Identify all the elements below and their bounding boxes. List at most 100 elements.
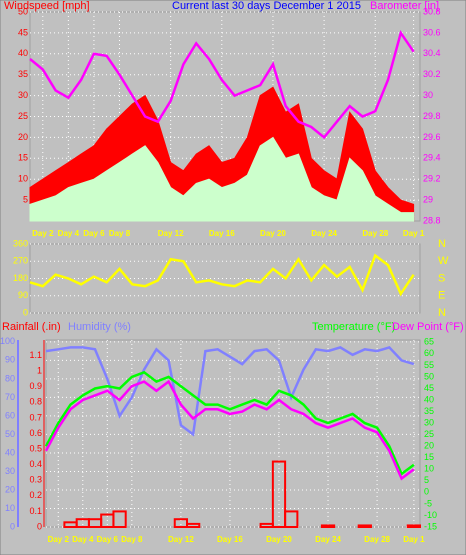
y-tick-label: 80 — [5, 373, 15, 383]
y-tick-label: 50 — [18, 6, 28, 16]
wind-area — [29, 136, 415, 222]
y2-tick-label: 10 — [424, 464, 434, 474]
y-tick-label: 10 — [5, 503, 15, 513]
y2-tick-label: 50 — [424, 371, 434, 381]
y2-tick-label: S — [438, 272, 445, 284]
barometer-axis-title: Barometer [in] — [370, 0, 439, 12]
y2-tick-label: 29.8 — [423, 111, 441, 121]
y2-tick-label: 30.2 — [423, 69, 441, 79]
y3-tick-label: 0.9 — [29, 381, 42, 391]
y2-tick-label: 55 — [424, 360, 434, 370]
x-tick-label: Day 12 — [158, 229, 184, 238]
rain-bar — [271, 460, 287, 528]
x-tick-label: Day 4 — [72, 535, 94, 544]
y-tick-label: 40 — [5, 447, 15, 457]
y2-tick-label: 30.4 — [423, 48, 441, 58]
y3-tick-label: 0.6 — [29, 428, 42, 438]
y2-tick-label: 35 — [424, 406, 434, 416]
y2-tick-label: 30.6 — [423, 27, 441, 37]
x-tick-label: Day 8 — [109, 229, 131, 238]
y2-tick-label: N — [438, 238, 446, 250]
wind-axis-title: Windspeed [mph] — [4, 0, 90, 12]
y2-tick-label: N — [438, 307, 446, 319]
y2-tick-label: 0 — [424, 487, 429, 497]
y-tick-label: 180 — [13, 273, 28, 283]
series-line — [29, 29, 415, 140]
x-tick-label: Day 1 — [403, 229, 425, 238]
y3-tick-label: 0 — [37, 521, 42, 531]
y-tick-label: 270 — [13, 256, 28, 266]
y2-tick-label: 29.4 — [423, 153, 441, 163]
y-tick-label: 90 — [5, 355, 15, 365]
y-tick-label: 5 — [23, 194, 28, 204]
x-tick-label: Day 2 — [48, 535, 70, 544]
y-tick-label: 30 — [5, 466, 15, 476]
y-tick-label: 20 — [18, 132, 28, 142]
y2-tick-label: -10 — [424, 510, 437, 520]
chart-title: Current last 30 days December 1 2015 — [172, 0, 361, 12]
dewpoint-axis-title: Dew Point (°F) — [392, 321, 464, 333]
y-tick-label: 50 — [5, 429, 15, 439]
x-tick-label: Day 4 — [58, 229, 80, 238]
x-tick-label: Day 20 — [260, 229, 286, 238]
y-tick-label: 45 — [18, 27, 28, 37]
rain-bar — [186, 522, 201, 529]
y2-tick-label: 29 — [423, 194, 433, 204]
y2-tick-label: 5 — [424, 475, 429, 485]
y-tick-label: 20 — [5, 484, 15, 494]
series-line — [29, 253, 415, 297]
y3-tick-label: 1.1 — [29, 350, 42, 360]
y2-tick-label: 29.6 — [423, 132, 441, 142]
y3-tick-label: 0.4 — [29, 459, 42, 469]
y2-tick-label: -15 — [424, 521, 437, 531]
x-tick-label: Day 28 — [362, 229, 388, 238]
y-tick-label: 10 — [18, 174, 28, 184]
plot-area — [45, 339, 421, 528]
rain-axis-title: Rainfall (.in) — [2, 321, 61, 333]
y-tick-label: 0 — [10, 521, 15, 531]
y2-tick-label: 65 — [424, 337, 434, 347]
y2-tick-label: 30.8 — [423, 6, 441, 16]
y2-tick-label: 15 — [424, 452, 434, 462]
y2-tick-label: -5 — [424, 498, 432, 508]
y-tick-label: 90 — [18, 290, 28, 300]
y-tick-label: 360 — [13, 238, 28, 248]
x-tick-label: Day 12 — [168, 535, 194, 544]
y2-tick-label: 45 — [424, 383, 434, 393]
x-tick-label: Day 16 — [217, 535, 243, 544]
y3-tick-label: 0.1 — [29, 506, 42, 516]
y3-tick-label: 0.5 — [29, 443, 42, 453]
y2-tick-label: 40 — [424, 394, 434, 404]
y2-tick-label: 29.2 — [423, 174, 441, 184]
y3-tick-label: 0.7 — [29, 412, 42, 422]
y3-tick-label: 0.2 — [29, 490, 42, 500]
x-tick-label: Day 1 — [403, 535, 425, 544]
y-tick-label: 40 — [18, 48, 28, 58]
series-line — [44, 370, 415, 476]
x-tick-label: Day 24 — [311, 229, 337, 238]
rain-bar — [406, 524, 421, 528]
y2-tick-label: E — [438, 290, 445, 302]
rain-bar — [357, 524, 372, 528]
y-tick-label: 35 — [18, 69, 28, 79]
x-tick-label: Day 6 — [97, 535, 119, 544]
y2-tick-label: 25 — [424, 429, 434, 439]
y2-tick-label: 20 — [424, 441, 434, 451]
y2-tick-label: W — [438, 255, 449, 267]
rain-bar — [112, 510, 127, 528]
x-tick-label: Day 28 — [364, 535, 390, 544]
rain-bar — [320, 524, 336, 528]
x-tick-label: Day 24 — [315, 535, 341, 544]
y3-tick-label: 1 — [37, 366, 42, 376]
y-tick-label: 0 — [23, 307, 28, 317]
y-tick-label: 15 — [18, 153, 28, 163]
y2-tick-label: 30 — [424, 417, 434, 427]
y-tick-label: 70 — [5, 392, 15, 402]
series-line — [45, 345, 415, 437]
y3-tick-label: 0.3 — [29, 475, 42, 485]
y-tick-label: 30 — [18, 90, 28, 100]
series-line — [44, 379, 415, 481]
x-tick-label: Day 8 — [121, 535, 143, 544]
y-tick-label: 25 — [18, 111, 28, 121]
y-tick-label: 60 — [5, 410, 15, 420]
